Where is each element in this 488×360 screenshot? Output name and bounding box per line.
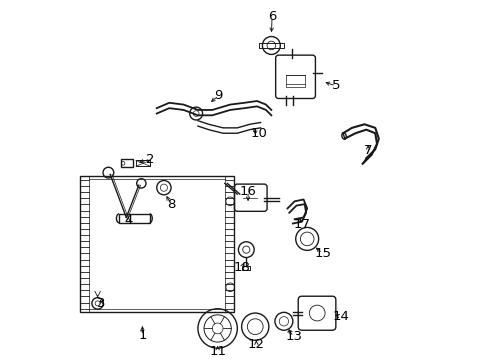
Text: 3: 3 [97,297,105,310]
Bar [119,214,149,223]
Text: 5: 5 [331,80,339,93]
Text: 10: 10 [250,127,267,140]
Text: 11: 11 [209,345,225,357]
Bar [242,266,250,270]
Text: 7: 7 [363,144,371,157]
Text: 17: 17 [293,218,310,231]
Bar [136,161,150,166]
Text: 15: 15 [313,247,330,260]
Text: 13: 13 [285,330,302,343]
Bar [258,42,284,48]
Text: 12: 12 [247,338,264,351]
Text: 4: 4 [123,215,132,228]
Text: 16: 16 [239,185,256,198]
Bar [80,176,233,312]
Text: 2: 2 [146,153,155,166]
Text: 8: 8 [166,198,175,211]
Bar [121,159,133,167]
Text: 1: 1 [138,329,146,342]
Text: 6: 6 [267,10,276,23]
Bar [285,75,305,87]
Text: 14: 14 [332,310,349,323]
Text: 18: 18 [233,261,249,274]
Text: 9: 9 [214,89,223,102]
